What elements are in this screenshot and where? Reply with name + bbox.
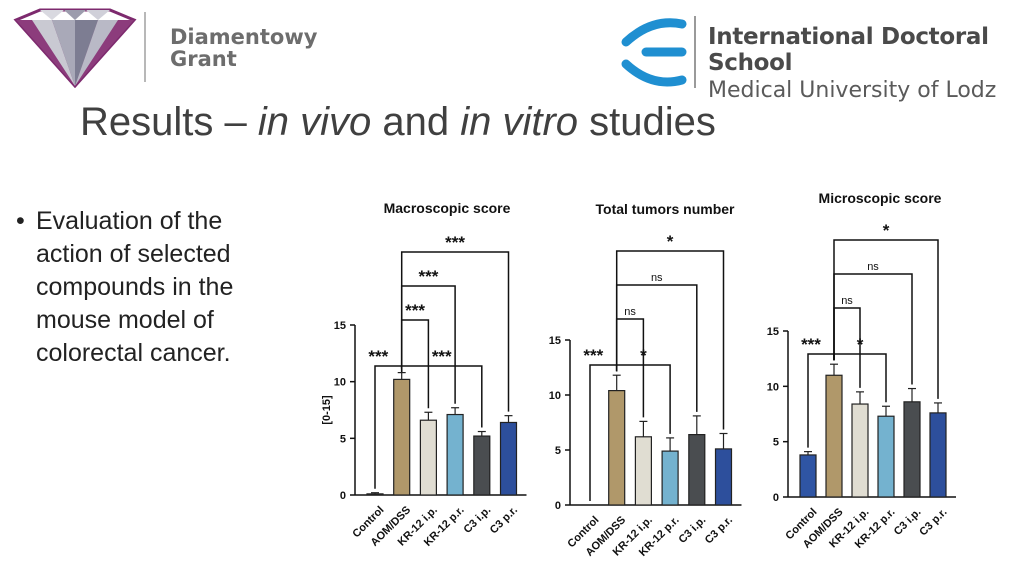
y-tick-label: 0 xyxy=(773,492,779,504)
umed-logo-icon xyxy=(621,18,687,87)
y-tick-label: 10 xyxy=(549,390,561,402)
bar-aomdss xyxy=(825,374,843,498)
significance-bracket xyxy=(615,284,698,412)
significance-bracket xyxy=(833,273,913,385)
bar-aomdss xyxy=(393,378,411,496)
significance-label: *** xyxy=(368,347,388,366)
y-tick-label: 10 xyxy=(767,381,779,393)
category-label: C3 p.r. xyxy=(917,506,949,538)
chart-title: Total tumors number xyxy=(596,201,736,217)
chart-title: Microscopic score xyxy=(819,190,942,206)
y-tick-label: 5 xyxy=(773,437,779,449)
title-part1: Results – xyxy=(80,100,258,144)
category-label: C3 i.p. xyxy=(892,506,924,538)
bar-kr12pr xyxy=(446,413,464,496)
chart-title: Macroscopic score xyxy=(384,200,511,216)
bar-c3ip xyxy=(473,435,491,496)
bullet-text: Evaluation of the action of selected com… xyxy=(36,207,234,367)
category-label: C3 p.r. xyxy=(703,514,735,546)
significance-bracket xyxy=(400,365,483,428)
significance-label: *** xyxy=(405,301,425,320)
significance-bracket xyxy=(615,250,725,430)
significance-label: ns xyxy=(651,272,663,284)
category-label: C3 i.p. xyxy=(462,504,494,536)
y-tick-label: 15 xyxy=(767,326,779,338)
title-part5: studies xyxy=(578,100,716,144)
bar-kr12ip xyxy=(419,419,437,496)
y-tick-label: 15 xyxy=(549,335,561,347)
significance-label: *** xyxy=(432,347,452,366)
significance-label: ns xyxy=(841,295,853,307)
y-axis-label: [0-15] xyxy=(321,395,333,425)
doctoral-school-logo xyxy=(612,12,1012,92)
bar-kr12ip xyxy=(851,403,869,498)
right-logo-line1: International Doctoral School xyxy=(708,24,989,76)
category-label: C3 p.r. xyxy=(488,504,520,536)
significance-bracket xyxy=(833,239,939,399)
title-part3: and xyxy=(371,100,461,144)
bar-c3pr xyxy=(499,421,518,496)
slide-title: Results – in vivo and in vitro studies xyxy=(80,100,716,145)
significance-label: * xyxy=(883,221,890,240)
bullet-dot-icon: • xyxy=(16,207,25,235)
bar-kr12ip xyxy=(634,436,653,506)
bar-c3ip xyxy=(688,434,706,506)
y-tick-label: 0 xyxy=(555,500,561,512)
y-tick-label: 5 xyxy=(340,433,346,445)
y-tick-label: 10 xyxy=(334,377,346,389)
significance-bracket xyxy=(400,251,510,412)
bar-aomdss xyxy=(608,390,626,506)
y-tick-label: 0 xyxy=(340,490,346,502)
diamond-logo-icon xyxy=(13,8,137,89)
doctoral-school-wordmark: International Doctoral School Medical Un… xyxy=(708,24,1024,103)
bar-c3pr xyxy=(929,412,947,498)
bar-c3pr xyxy=(714,448,733,506)
category-label: C3 i.p. xyxy=(677,514,709,546)
significance-label: *** xyxy=(801,335,821,354)
title-part2: in vivo xyxy=(257,100,372,144)
significance-label: * xyxy=(667,232,674,251)
left-logo-line2: Grant xyxy=(170,47,237,71)
logo-divider xyxy=(144,12,146,82)
bar-control xyxy=(366,493,384,496)
logo-divider-right xyxy=(694,16,696,88)
y-tick-label: 15 xyxy=(334,320,346,332)
bar-kr12pr xyxy=(661,450,679,506)
bar-control xyxy=(799,454,817,498)
y-tick-label: 5 xyxy=(555,445,561,457)
right-logo-line2: Medical University of Lodz xyxy=(708,78,997,103)
title-part4: in vitro xyxy=(460,100,579,144)
diamentowy-grant-wordmark: Diamentowy Grant xyxy=(170,26,317,70)
left-logo-line1: Diamentowy xyxy=(170,25,318,49)
significance-label: *** xyxy=(583,346,603,365)
significance-label: *** xyxy=(445,233,465,252)
bar-kr12pr xyxy=(877,415,895,498)
bar-c3ip xyxy=(903,401,921,498)
significance-label: *** xyxy=(418,267,438,286)
significance-label: ns xyxy=(624,306,636,318)
significance-label: ns xyxy=(867,261,879,273)
diamentowy-grant-logo xyxy=(12,8,302,89)
